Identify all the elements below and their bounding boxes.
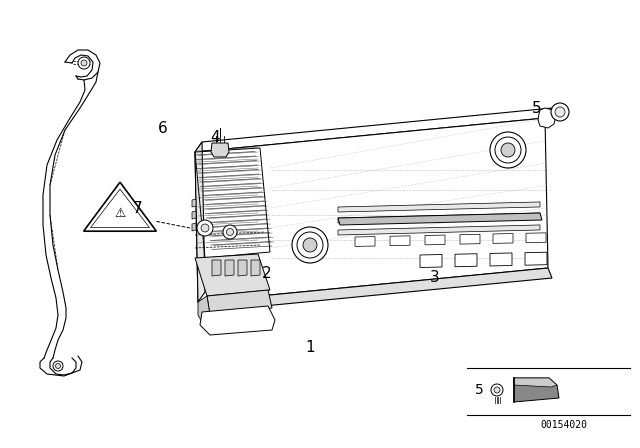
Circle shape: [494, 387, 500, 393]
Polygon shape: [207, 290, 272, 315]
Circle shape: [197, 220, 213, 236]
Polygon shape: [192, 199, 196, 207]
Polygon shape: [514, 378, 557, 387]
Polygon shape: [195, 108, 552, 152]
Polygon shape: [200, 306, 275, 335]
Circle shape: [81, 60, 87, 66]
Text: 5: 5: [532, 100, 542, 116]
Text: 5: 5: [475, 383, 483, 397]
Polygon shape: [192, 211, 196, 219]
Polygon shape: [526, 233, 546, 243]
Circle shape: [551, 103, 569, 121]
Text: 3: 3: [430, 271, 440, 285]
Polygon shape: [84, 182, 156, 231]
Polygon shape: [225, 260, 234, 276]
Polygon shape: [192, 223, 196, 231]
Polygon shape: [425, 235, 445, 245]
Text: 6: 6: [158, 121, 168, 135]
Polygon shape: [460, 234, 480, 244]
Circle shape: [292, 227, 328, 263]
Text: 7: 7: [133, 201, 143, 215]
Polygon shape: [390, 236, 410, 246]
Polygon shape: [338, 202, 540, 212]
Circle shape: [490, 132, 526, 168]
Text: ⚠: ⚠: [115, 207, 125, 220]
Polygon shape: [525, 252, 547, 265]
Polygon shape: [338, 225, 540, 235]
Polygon shape: [490, 253, 512, 266]
Polygon shape: [251, 260, 260, 276]
Text: 4: 4: [210, 129, 220, 145]
Circle shape: [56, 363, 61, 369]
Circle shape: [555, 107, 565, 117]
Circle shape: [78, 57, 90, 69]
Polygon shape: [195, 118, 548, 302]
Polygon shape: [455, 254, 477, 267]
Circle shape: [227, 228, 234, 236]
Polygon shape: [198, 268, 552, 312]
Circle shape: [53, 361, 63, 371]
Circle shape: [495, 137, 521, 163]
Circle shape: [297, 232, 323, 258]
Circle shape: [201, 224, 209, 232]
Text: 1: 1: [305, 340, 315, 356]
Polygon shape: [195, 142, 205, 302]
Circle shape: [303, 238, 317, 252]
Circle shape: [501, 143, 515, 157]
Polygon shape: [514, 378, 559, 402]
Polygon shape: [198, 296, 210, 322]
Polygon shape: [493, 233, 513, 243]
Polygon shape: [195, 254, 270, 296]
Circle shape: [491, 384, 503, 396]
Polygon shape: [212, 260, 221, 276]
Polygon shape: [238, 260, 247, 276]
Polygon shape: [211, 143, 229, 157]
Polygon shape: [538, 108, 556, 128]
Text: 2: 2: [262, 266, 272, 280]
Polygon shape: [420, 254, 442, 267]
Circle shape: [223, 225, 237, 239]
Polygon shape: [338, 213, 542, 225]
Polygon shape: [355, 237, 375, 246]
Polygon shape: [338, 213, 540, 223]
Text: 00154020: 00154020: [541, 420, 588, 430]
